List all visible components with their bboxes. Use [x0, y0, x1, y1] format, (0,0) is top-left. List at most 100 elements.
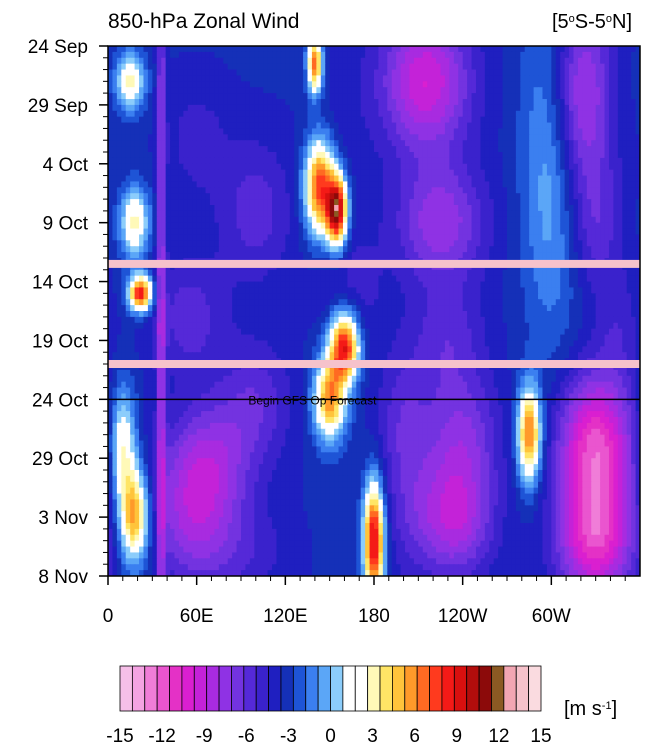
wind-cell: [458, 252, 464, 259]
wind-cell: [444, 75, 450, 82]
wind-cell: [431, 205, 437, 212]
wind-cell: [396, 122, 402, 130]
wind-cell: [462, 128, 468, 135]
wind-cell: [147, 152, 153, 159]
wind-cell: [577, 128, 583, 135]
wind-cell: [356, 146, 362, 153]
wind-cell: [192, 134, 198, 141]
wind-cell: [444, 222, 450, 230]
wind-cell: [471, 75, 477, 82]
wind-cell: [436, 269, 442, 277]
wind-cell: [400, 269, 406, 277]
wind-cell: [258, 275, 264, 283]
wind-cell: [396, 287, 402, 294]
wind-cell: [134, 110, 140, 118]
wind-cell: [298, 104, 304, 112]
wind-cell: [431, 104, 437, 112]
wind-cell: [595, 110, 601, 118]
wind-cell: [258, 134, 264, 141]
wind-cell: [338, 57, 344, 65]
wind-cell: [236, 140, 242, 147]
wind-cell: [436, 240, 442, 247]
wind-cell: [396, 140, 402, 147]
wind-cell: [409, 216, 415, 224]
wind-cell: [183, 205, 189, 212]
wind-cell: [218, 281, 224, 289]
wind-cell: [622, 152, 628, 159]
wind-cell: [427, 69, 433, 77]
wind-cell: [564, 87, 570, 94]
wind-cell: [387, 75, 393, 82]
wind-cell: [502, 46, 508, 53]
wind-cell: [294, 281, 300, 289]
wind-cell: [125, 275, 131, 283]
wind-cell: [209, 99, 215, 106]
wind-cell: [147, 110, 153, 118]
wind-cell: [347, 152, 353, 159]
wind-cell: [453, 199, 459, 206]
wind-cell: [551, 87, 557, 94]
wind-cell: [329, 234, 335, 241]
wind-cell: [276, 69, 282, 77]
wind-cell: [444, 134, 450, 141]
wind-cell: [338, 252, 344, 259]
wind-cell: [112, 181, 118, 188]
wind-cell: [178, 116, 184, 124]
wind-cell: [569, 110, 575, 118]
wind-cell: [214, 157, 220, 165]
wind-cell: [139, 234, 145, 241]
wind-cell: [156, 175, 162, 183]
wind-cell: [400, 216, 406, 224]
wind-cell: [174, 287, 180, 294]
wind-cell: [378, 51, 384, 59]
wind-cell: [143, 246, 149, 253]
wind-cell: [467, 116, 473, 124]
wind-cell: [515, 69, 521, 77]
wind-cell: [551, 205, 557, 212]
wind-cell: [613, 81, 619, 88]
wind-cell: [267, 222, 273, 230]
wind-cell: [276, 275, 282, 283]
wind-cell: [187, 246, 193, 253]
wind-cell: [360, 240, 366, 247]
wind-cell: [192, 228, 198, 236]
wind-cell: [285, 122, 291, 130]
wind-cell: [617, 216, 623, 224]
wind-cell: [577, 146, 583, 153]
wind-cell: [334, 128, 340, 135]
wind-cell: [298, 193, 304, 200]
wind-cell: [551, 234, 557, 241]
wind-cell: [413, 228, 419, 236]
wind-cell: [280, 146, 286, 153]
wind-cell: [356, 275, 362, 283]
wind-cell: [170, 134, 176, 141]
wind-cell: [249, 222, 255, 230]
wind-cell: [382, 234, 388, 241]
wind-cell: [232, 199, 238, 206]
wind-cell: [573, 252, 579, 259]
wind-cell: [303, 205, 309, 212]
wind-cell: [515, 252, 521, 259]
wind-cell: [498, 146, 504, 153]
wind-cell: [258, 252, 264, 259]
wind-cell: [232, 99, 238, 106]
wind-cell: [183, 128, 189, 135]
wind-cell: [254, 193, 260, 200]
wind-cell: [183, 228, 189, 236]
wind-cell: [484, 122, 490, 130]
wind-cell: [533, 116, 539, 124]
wind-cell: [325, 157, 331, 165]
wind-cell: [178, 216, 184, 224]
wind-cell: [294, 252, 300, 259]
wind-cell: [569, 146, 575, 153]
wind-cell: [342, 234, 348, 241]
wind-cell: [453, 246, 459, 253]
wind-cell: [617, 252, 623, 259]
wind-cell: [608, 187, 614, 194]
wind-cell: [484, 57, 490, 65]
wind-cell: [112, 134, 118, 141]
wind-cell: [378, 275, 384, 283]
wind-cell: [351, 216, 357, 224]
wind-cell: [449, 69, 455, 77]
wind-cell: [480, 234, 486, 241]
